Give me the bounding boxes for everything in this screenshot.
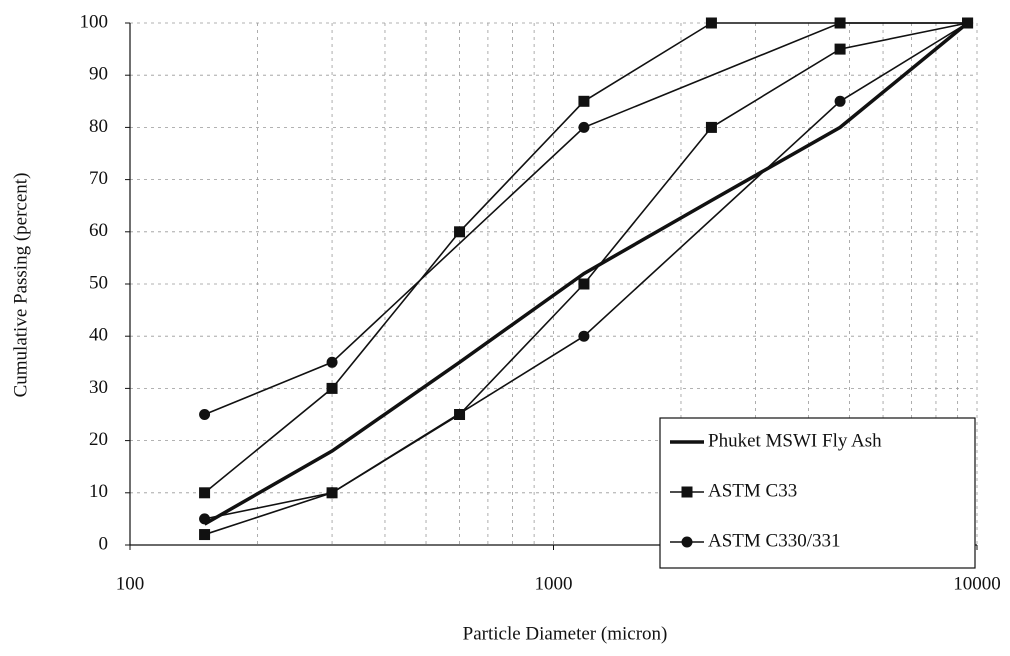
circle-marker (326, 356, 338, 368)
square-marker (326, 382, 338, 394)
x-tick-label: 10000 (953, 573, 1001, 594)
legend-box (659, 417, 976, 569)
y-tick-label: 50 (89, 272, 108, 293)
y-tick-label: 80 (89, 116, 108, 137)
y-tick-label: 40 (89, 325, 108, 346)
circle-marker (199, 409, 211, 420)
y-tick-label: 20 (89, 429, 108, 450)
square-marker (705, 121, 717, 133)
square-marker (454, 409, 466, 420)
circle-marker (834, 17, 846, 29)
circle-marker (834, 95, 846, 107)
x-tick-label: 1000 (535, 573, 573, 594)
y-tick-label: 90 (89, 64, 108, 85)
x-tick-label: 100 (116, 573, 145, 594)
legend-label: ASTM C33 (708, 480, 797, 501)
legend-marker (681, 536, 693, 548)
legend-marker (681, 486, 693, 498)
square-marker (578, 95, 590, 107)
square-marker (705, 17, 717, 29)
series-line (204, 22, 968, 416)
legend-label: ASTM C330/331 (708, 530, 841, 551)
y-tick-label: 70 (89, 168, 108, 189)
circle-marker (578, 121, 590, 133)
legend-label: Phuket MSWI Fly Ash (708, 430, 882, 451)
series-line (203, 21, 969, 526)
circle-marker (962, 17, 974, 29)
y-tick-label: 60 (89, 220, 108, 241)
square-marker (199, 529, 211, 541)
circle-marker (326, 487, 338, 499)
y-tick-label: 10 (89, 481, 108, 502)
circle-marker (578, 330, 590, 342)
x-axis-label: Particle Diameter (micron) (463, 623, 668, 644)
y-tick-label: 100 (80, 11, 109, 32)
square-marker (199, 487, 211, 499)
square-marker (834, 43, 846, 55)
square-marker (454, 226, 466, 238)
y-tick-label: 0 (99, 533, 109, 554)
circle-marker (199, 513, 211, 525)
y-tick-label: 30 (89, 377, 108, 398)
square-marker (578, 278, 590, 290)
y-axis-label: Cumulative Passing (percent) (10, 173, 31, 398)
